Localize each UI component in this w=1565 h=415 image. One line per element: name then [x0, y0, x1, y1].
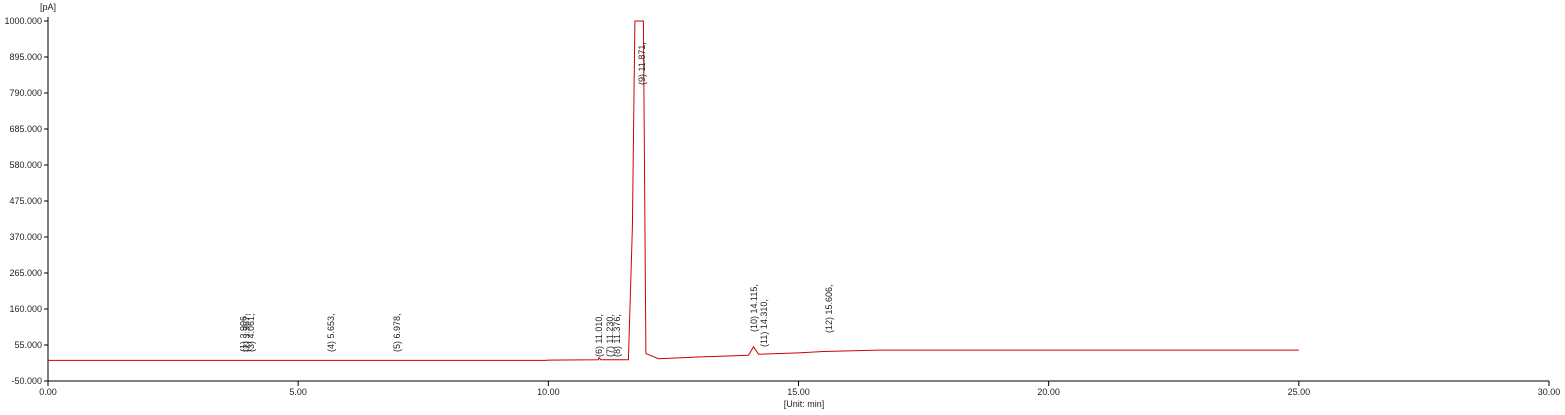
peak-label: (9) 11.871, [637, 42, 647, 85]
y-tick-label: 265.000 [9, 268, 42, 278]
y-tick-label: 580.000 [9, 160, 42, 170]
x-axis-label: [Unit: min] [784, 399, 825, 409]
peak-label: (1) 3.906, [238, 313, 248, 352]
peak-label: (3) 4.061, [246, 313, 256, 352]
x-tick-label: 20.00 [1037, 387, 1060, 397]
y-tick-label: 895.000 [9, 52, 42, 62]
x-tick-label: 5.00 [289, 387, 307, 397]
peak-label: (5) 6.978, [392, 313, 402, 352]
peak-label: (11) 14.310, [759, 299, 769, 347]
x-tick-label: 10.00 [537, 387, 560, 397]
peak-label: (8) 11.376, [612, 314, 622, 357]
x-tick-label: 25.00 [1288, 387, 1311, 397]
y-tick-label: 475.000 [9, 196, 42, 206]
y-unit: [pA] [40, 2, 56, 12]
peak-label: (12) 15.606, [824, 284, 834, 333]
trace [48, 20, 1299, 361]
y-tick-label: 685.000 [9, 124, 42, 134]
peak-label: (2) 3.967, [241, 313, 251, 352]
peak-label: (6) 11.010, [594, 314, 604, 357]
x-tick-label: 0.00 [39, 387, 57, 397]
peak-label: (4) 5.653, [326, 313, 336, 352]
peak-label: (10) 14.115, [749, 284, 759, 332]
y-tick-label: 160.000 [9, 304, 42, 314]
y-tick-label: 790.000 [9, 88, 42, 98]
y-tick-label: -50.000 [11, 376, 42, 386]
y-tick-label: 55.000 [14, 340, 42, 350]
x-tick-label: 15.00 [787, 387, 810, 397]
y-tick-label: 1000.000 [4, 16, 42, 26]
x-tick-label: 30.00 [1538, 387, 1561, 397]
y-tick-label: 370.000 [9, 232, 42, 242]
peak-label: (7) 11.230, [605, 314, 615, 357]
